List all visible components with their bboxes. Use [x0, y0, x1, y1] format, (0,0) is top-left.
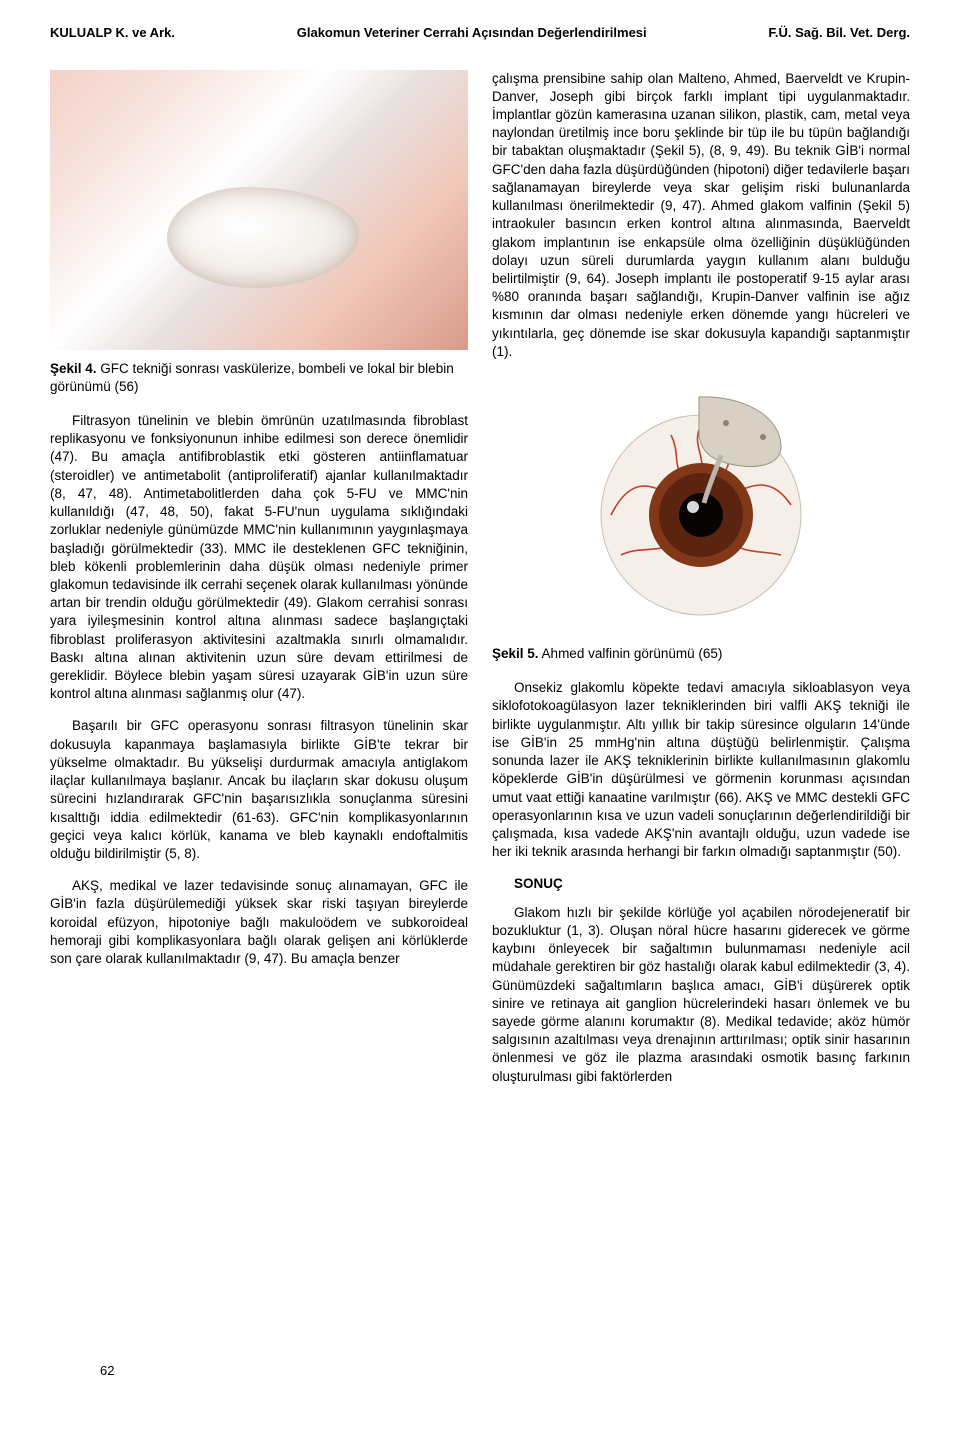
figure-5 [492, 375, 910, 635]
two-column-layout: Şekil 4. GFC tekniği sonrası vaskülerize… [50, 70, 910, 1100]
running-header: KULUALP K. ve Ark. Glakomun Veteriner Ce… [50, 24, 910, 42]
figure-5-caption: Şekil 5. Ahmed valfinin görünümü (65) [492, 645, 910, 663]
right-paragraph-2: Onsekiz glakomlu köpekte tedavi amacıyla… [492, 679, 910, 861]
figure-4-caption: Şekil 4. GFC tekniği sonrası vaskülerize… [50, 360, 468, 396]
header-left: KULUALP K. ve Ark. [50, 24, 175, 42]
section-heading-sonuc: SONUÇ [514, 875, 910, 893]
header-right: F.Ü. Sağ. Bil. Vet. Derg. [768, 24, 910, 42]
left-column: Şekil 4. GFC tekniği sonrası vaskülerize… [50, 70, 468, 1100]
left-paragraph-3: AKŞ, medikal ve lazer tedavisinde sonuç … [50, 877, 468, 968]
header-center: Glakomun Veteriner Cerrahi Açısından Değ… [297, 24, 647, 42]
page-number: 62 [100, 1362, 114, 1380]
left-paragraph-2: Başarılı bir GFC operasyonu sonrası filt… [50, 717, 468, 863]
figure-5-caption-text: Ahmed valfinin görünümü (65) [539, 646, 723, 661]
figure-5-label: Şekil 5. [492, 646, 539, 661]
right-paragraph-3: Glakom hızlı bir şekilde körlüğe yol aça… [492, 904, 910, 1086]
right-column: çalışma prensibine sahip olan Malteno, A… [492, 70, 910, 1100]
figure-4-label: Şekil 4. [50, 361, 97, 376]
figure-4 [50, 70, 468, 350]
left-paragraph-1: Filtrasyon tünelinin ve blebin ömrünün u… [50, 412, 468, 704]
figure-5-image [492, 375, 910, 635]
figure-4-image [50, 70, 468, 350]
eye-valve-illustration-icon [551, 385, 851, 625]
figure-4-caption-text: GFC tekniği sonrası vaskülerize, bombeli… [50, 361, 454, 394]
right-paragraph-1: çalışma prensibine sahip olan Malteno, A… [492, 70, 910, 362]
